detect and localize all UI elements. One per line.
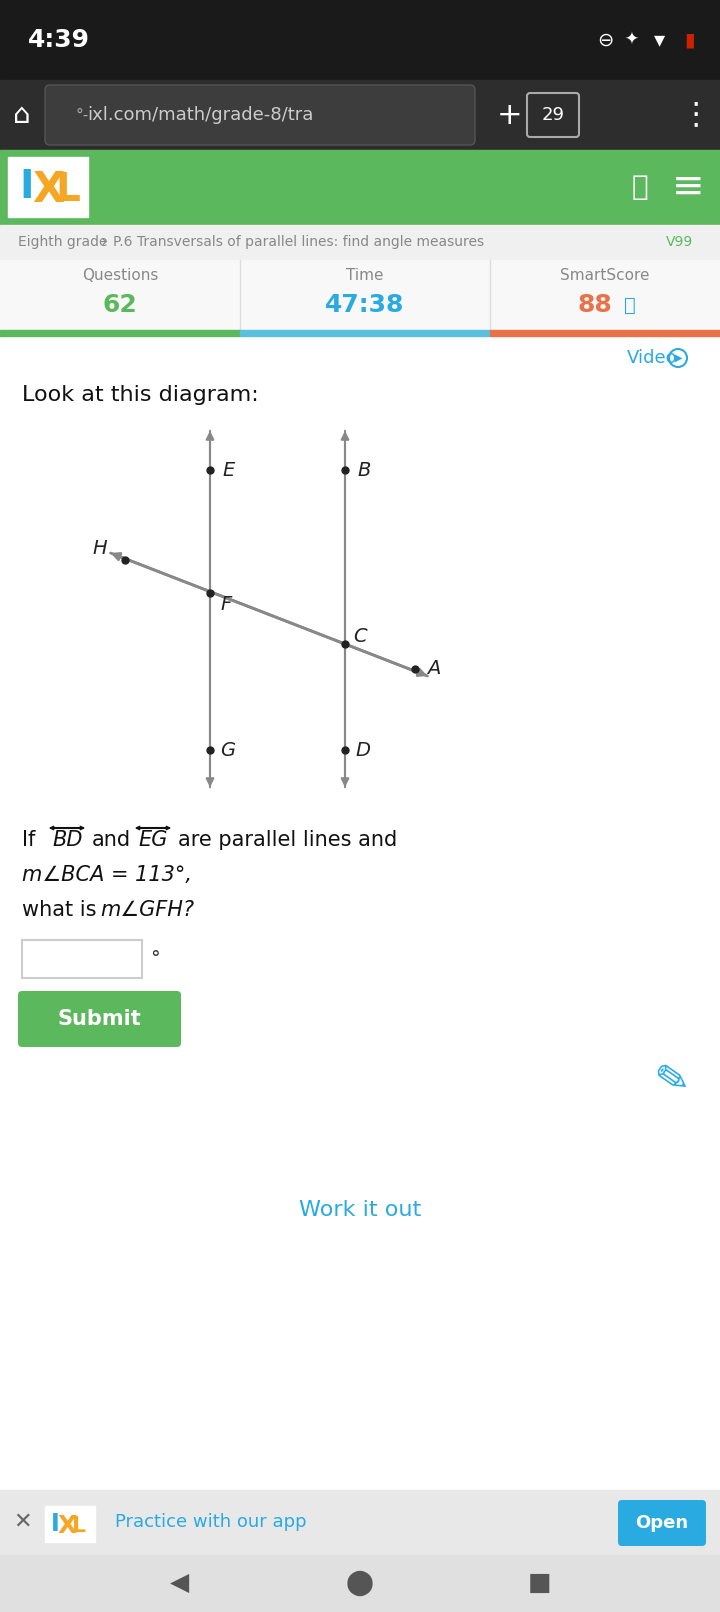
Text: ›: › xyxy=(100,234,107,251)
Text: F: F xyxy=(220,595,231,614)
FancyBboxPatch shape xyxy=(618,1501,706,1546)
Text: ✦: ✦ xyxy=(624,31,638,48)
Text: SmartScore: SmartScore xyxy=(560,268,649,282)
Text: 🔖: 🔖 xyxy=(624,295,636,314)
Bar xyxy=(240,330,490,335)
Text: 4:39: 4:39 xyxy=(28,27,90,52)
Text: I: I xyxy=(50,1512,59,1536)
Text: C: C xyxy=(353,627,366,645)
Text: 29: 29 xyxy=(541,106,564,124)
Text: V99: V99 xyxy=(666,235,693,248)
FancyBboxPatch shape xyxy=(18,991,181,1048)
Text: Work it out: Work it out xyxy=(299,1199,421,1220)
Bar xyxy=(0,226,720,260)
Text: ixl.com/math/grade-8/tra: ixl.com/math/grade-8/tra xyxy=(87,106,313,124)
Bar xyxy=(0,330,240,335)
Bar xyxy=(8,156,88,218)
Text: P.6 Transversals of parallel lines: find angle measures: P.6 Transversals of parallel lines: find… xyxy=(113,235,484,248)
Text: ⌂: ⌂ xyxy=(13,102,31,129)
Text: m∠GFH?: m∠GFH? xyxy=(100,899,194,920)
Text: °-: °- xyxy=(76,108,89,123)
Text: A: A xyxy=(427,659,441,679)
Text: 47:38: 47:38 xyxy=(325,293,405,318)
Text: X: X xyxy=(32,169,64,211)
Text: X: X xyxy=(58,1514,76,1538)
Text: B: B xyxy=(357,461,370,479)
Text: ⋮: ⋮ xyxy=(680,100,711,129)
Bar xyxy=(0,1489,720,1556)
Text: Submit: Submit xyxy=(57,1009,141,1028)
Text: ⬤: ⬤ xyxy=(346,1570,374,1596)
Text: 88: 88 xyxy=(577,293,613,318)
Text: 🔍: 🔍 xyxy=(631,172,648,202)
Bar xyxy=(0,81,720,150)
Text: Video: Video xyxy=(626,350,678,368)
Text: ✕: ✕ xyxy=(13,1512,31,1531)
Text: BD: BD xyxy=(52,830,83,850)
Text: Open: Open xyxy=(636,1514,688,1531)
Text: ■: ■ xyxy=(528,1572,552,1594)
Bar xyxy=(0,260,720,330)
Text: ▾: ▾ xyxy=(654,31,665,50)
Text: and: and xyxy=(92,830,131,850)
Bar xyxy=(490,330,720,335)
Text: ⊖: ⊖ xyxy=(598,31,614,50)
Text: H: H xyxy=(93,538,107,558)
Text: If: If xyxy=(22,830,35,850)
Text: L: L xyxy=(72,1515,86,1536)
Text: +: + xyxy=(498,100,523,129)
Text: ≡: ≡ xyxy=(672,168,704,206)
Text: ◀: ◀ xyxy=(171,1572,189,1594)
Text: 62: 62 xyxy=(103,293,138,318)
Text: are parallel lines and: are parallel lines and xyxy=(178,830,397,850)
Bar xyxy=(0,0,720,81)
Text: L: L xyxy=(55,171,81,210)
Text: ✏: ✏ xyxy=(644,1053,696,1107)
Text: ▶: ▶ xyxy=(675,353,683,363)
Bar xyxy=(0,1556,720,1612)
Text: Look at this diagram:: Look at this diagram: xyxy=(22,385,258,405)
FancyBboxPatch shape xyxy=(45,85,475,145)
Text: Eighth grade: Eighth grade xyxy=(18,235,107,248)
Text: G: G xyxy=(220,740,235,759)
Text: Practice with our app: Practice with our app xyxy=(115,1514,307,1531)
Text: EG: EG xyxy=(138,830,167,850)
Text: Questions: Questions xyxy=(82,268,158,282)
Text: what is: what is xyxy=(22,899,96,920)
Text: m∠BCA = 113°,: m∠BCA = 113°, xyxy=(22,866,192,885)
Text: Time: Time xyxy=(346,268,384,282)
FancyBboxPatch shape xyxy=(22,940,142,978)
Text: °: ° xyxy=(150,949,160,969)
Text: D: D xyxy=(355,740,370,759)
Text: E: E xyxy=(222,461,235,479)
Text: I: I xyxy=(19,168,35,206)
Bar xyxy=(50,90,470,140)
Text: ▮: ▮ xyxy=(684,31,695,50)
Bar xyxy=(45,1506,95,1543)
Bar xyxy=(0,150,720,226)
